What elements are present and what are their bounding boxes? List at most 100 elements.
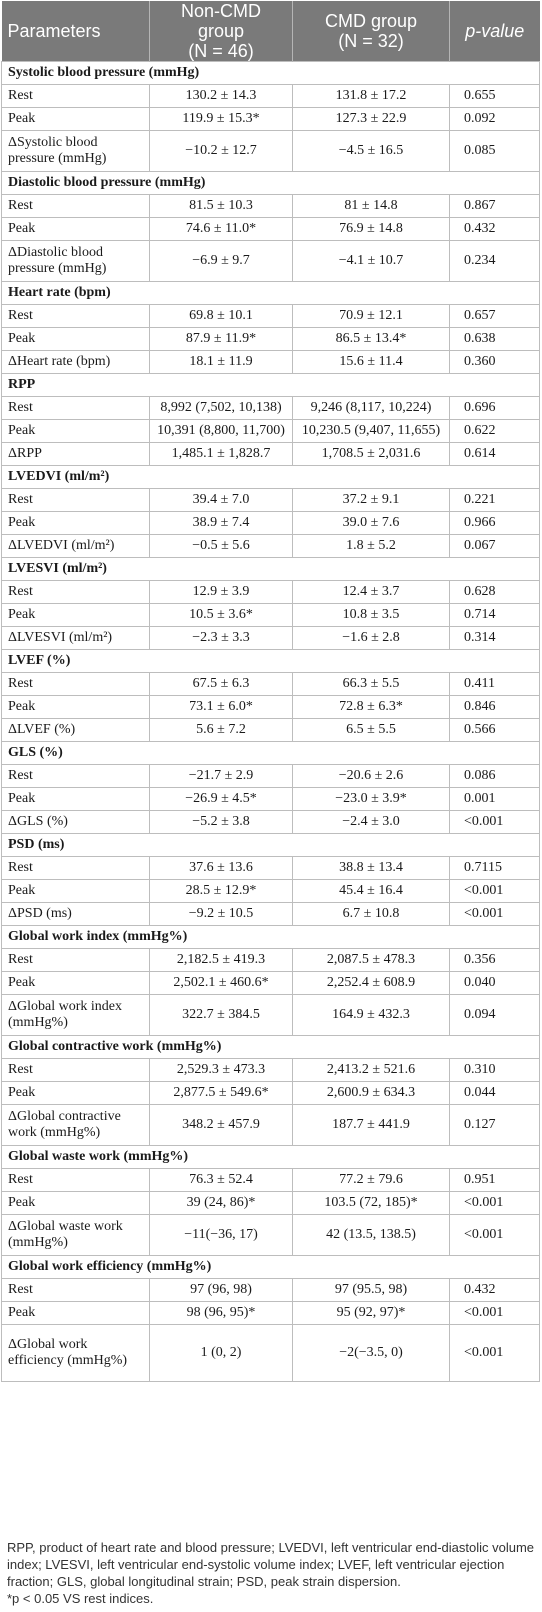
non-cmd-value: 1,485.1 ± 1,828.7 bbox=[149, 442, 293, 466]
row-label: Rest bbox=[1, 580, 150, 604]
non-cmd-value: −2.3 ± 3.3 bbox=[149, 626, 293, 650]
cmd-value: 15.6 ± 11.4 bbox=[292, 350, 450, 374]
cmd-value: 2,087.5 ± 478.3 bbox=[292, 948, 450, 972]
table-row: Peak 10,391 (8,800, 11,700) 10,230.5 (9,40… bbox=[1, 419, 540, 443]
non-cmd-value: 67.5 ± 6.3 bbox=[149, 672, 293, 696]
section-header-row: GLS (%) bbox=[1, 741, 540, 765]
cmd-value: −20.6 ± 2.6 bbox=[292, 764, 450, 788]
p-value: <0.001 bbox=[449, 1191, 540, 1215]
non-cmd-value: 12.9 ± 3.9 bbox=[149, 580, 293, 604]
table-row: Peak −26.9 ± 4.5* −23.0 ± 3.9* 0.001 bbox=[1, 787, 540, 811]
header-non-cmd: Non-CMD group (N = 46) bbox=[149, 1, 293, 62]
section-header-row: Systolic blood pressure (mmHg) bbox=[1, 61, 540, 85]
p-value: 0.628 bbox=[449, 580, 540, 604]
p-value: 0.566 bbox=[449, 718, 540, 742]
table-row: Rest 130.2 ± 14.3 131.8 ± 17.2 0.655 bbox=[1, 84, 540, 108]
section-title: GLS (%) bbox=[1, 741, 540, 765]
non-cmd-value: 8,992 (7,502, 10,138) bbox=[149, 396, 293, 420]
cmd-value: −4.5 ± 16.5 bbox=[292, 130, 450, 172]
table-row: Rest 97 (96, 98) 97 (95.5, 98) 0.432 bbox=[1, 1278, 540, 1302]
table-row: Rest 37.6 ± 13.6 38.8 ± 13.4 0.7115 bbox=[1, 856, 540, 880]
cmd-value: 103.5 (72, 185)* bbox=[292, 1191, 450, 1215]
cmd-value: 127.3 ± 22.9 bbox=[292, 107, 450, 131]
p-value: 0.310 bbox=[449, 1058, 540, 1082]
row-label: Peak bbox=[1, 1301, 150, 1325]
table-row: ΔGlobal work efficiency (mmHg%) 1 (0, 2) −… bbox=[1, 1324, 540, 1382]
row-label: Rest bbox=[1, 1058, 150, 1082]
cmd-value: 77.2 ± 79.6 bbox=[292, 1168, 450, 1192]
cmd-value: 2,600.9 ± 634.3 bbox=[292, 1081, 450, 1105]
p-value: 0.846 bbox=[449, 695, 540, 719]
non-cmd-value: −5.2 ± 3.8 bbox=[149, 810, 293, 834]
section-title: Systolic blood pressure (mmHg) bbox=[1, 61, 540, 85]
row-label: ΔGlobal work efficiency (mmHg%) bbox=[1, 1324, 150, 1382]
section-title: Global work index (mmHg%) bbox=[1, 925, 540, 949]
p-value: 0.867 bbox=[449, 194, 540, 218]
section-header-row: Global work index (mmHg%) bbox=[1, 925, 540, 949]
row-label: Rest bbox=[1, 194, 150, 218]
cmd-value: 10.8 ± 3.5 bbox=[292, 603, 450, 627]
row-label: Rest bbox=[1, 1168, 150, 1192]
non-cmd-value: 87.9 ± 11.9* bbox=[149, 327, 293, 351]
non-cmd-value: 69.8 ± 10.1 bbox=[149, 304, 293, 328]
cmd-value: 1.8 ± 5.2 bbox=[292, 534, 450, 558]
table-body: Systolic blood pressure (mmHg) Rest 130.2 … bbox=[1, 61, 540, 1382]
non-cmd-value: 76.3 ± 52.4 bbox=[149, 1168, 293, 1192]
p-value: 0.086 bbox=[449, 764, 540, 788]
non-cmd-value: 28.5 ± 12.9* bbox=[149, 879, 293, 903]
table-row: Peak 87.9 ± 11.9* 86.5 ± 13.4* 0.638 bbox=[1, 327, 540, 351]
p-value: 0.094 bbox=[449, 994, 540, 1036]
row-label: ΔLVESVI (ml/m²) bbox=[1, 626, 150, 650]
non-cmd-value: 130.2 ± 14.3 bbox=[149, 84, 293, 108]
non-cmd-value: 10,391 (8,800, 11,700) bbox=[149, 419, 293, 443]
p-value: 0.655 bbox=[449, 84, 540, 108]
cmd-value: 45.4 ± 16.4 bbox=[292, 879, 450, 903]
section-title: LVEDVI (ml/m²) bbox=[1, 465, 540, 489]
header-row: Parameters Non-CMD group (N = 46) CMD gr… bbox=[1, 1, 540, 62]
non-cmd-value: 10.5 ± 3.6* bbox=[149, 603, 293, 627]
section-header-row: Global contractive work (mmHg%) bbox=[1, 1035, 540, 1059]
table-row: Peak 28.5 ± 12.9* 45.4 ± 16.4 <0.001 bbox=[1, 879, 540, 903]
row-label: Rest bbox=[1, 672, 150, 696]
row-label: Rest bbox=[1, 396, 150, 420]
section-title: PSD (ms) bbox=[1, 833, 540, 857]
row-label: Rest bbox=[1, 84, 150, 108]
results-table: Parameters Non-CMD group (N = 46) CMD gr… bbox=[1, 1, 540, 1382]
header-cmd: CMD group (N = 32) bbox=[292, 1, 450, 62]
section-title: RPP bbox=[1, 373, 540, 397]
cmd-value: 38.8 ± 13.4 bbox=[292, 856, 450, 880]
table-row: ΔDiastolic blood pressure (mmHg) −6.9 ± 9… bbox=[1, 240, 540, 282]
table-row: Rest 81.5 ± 10.3 81 ± 14.8 0.867 bbox=[1, 194, 540, 218]
p-value: <0.001 bbox=[449, 810, 540, 834]
row-label: ΔLVEF (%) bbox=[1, 718, 150, 742]
cmd-value: 6.7 ± 10.8 bbox=[292, 902, 450, 926]
row-label: ΔDiastolic blood pressure (mmHg) bbox=[1, 240, 150, 282]
p-value: <0.001 bbox=[449, 902, 540, 926]
non-cmd-value: 81.5 ± 10.3 bbox=[149, 194, 293, 218]
p-value: 0.356 bbox=[449, 948, 540, 972]
section-title: Heart rate (bpm) bbox=[1, 281, 540, 305]
cmd-value: −2.4 ± 3.0 bbox=[292, 810, 450, 834]
section-title: LVEF (%) bbox=[1, 649, 540, 673]
cmd-value: 187.7 ± 441.9 bbox=[292, 1104, 450, 1146]
non-cmd-value: 322.7 ± 384.5 bbox=[149, 994, 293, 1036]
non-cmd-value: −0.5 ± 5.6 bbox=[149, 534, 293, 558]
section-title: LVESVI (ml/m²) bbox=[1, 557, 540, 581]
table-row: Rest 76.3 ± 52.4 77.2 ± 79.6 0.951 bbox=[1, 1168, 540, 1192]
p-value: <0.001 bbox=[449, 1214, 540, 1256]
row-label: ΔGLS (%) bbox=[1, 810, 150, 834]
p-value: 0.127 bbox=[449, 1104, 540, 1146]
cmd-value: 9,246 (8,117, 10,224) bbox=[292, 396, 450, 420]
p-value: 0.951 bbox=[449, 1168, 540, 1192]
table-row: Peak 74.6 ± 11.0* 76.9 ± 14.8 0.432 bbox=[1, 217, 540, 241]
header-non-cmd-n: (N = 46) bbox=[188, 41, 254, 61]
cmd-value: −23.0 ± 3.9* bbox=[292, 787, 450, 811]
cmd-value: 70.9 ± 12.1 bbox=[292, 304, 450, 328]
p-value: 0.614 bbox=[449, 442, 540, 466]
table-row: Rest 2,182.5 ± 419.3 2,087.5 ± 478.3 0.356 bbox=[1, 948, 540, 972]
table-row: Rest 69.8 ± 10.1 70.9 ± 12.1 0.657 bbox=[1, 304, 540, 328]
p-value: 0.638 bbox=[449, 327, 540, 351]
non-cmd-value: 98 (96, 95)* bbox=[149, 1301, 293, 1325]
table-row: ΔGLS (%) −5.2 ± 3.8 −2.4 ± 3.0 <0.001 bbox=[1, 810, 540, 834]
p-value: 0.360 bbox=[449, 350, 540, 374]
